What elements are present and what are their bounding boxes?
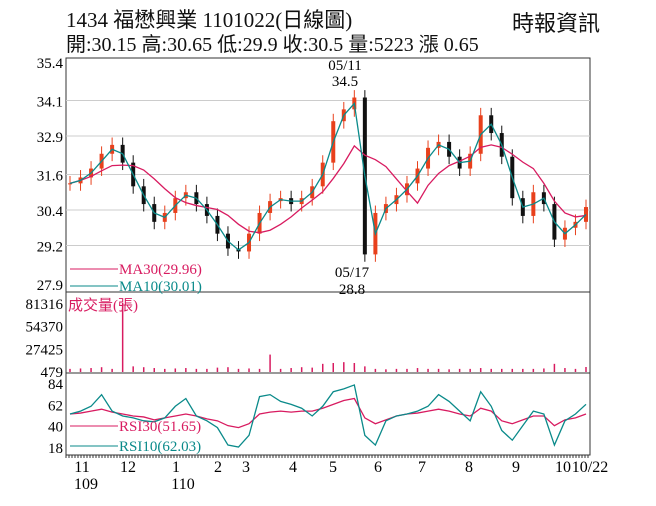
annotation-high-value: 34.5 [332,74,358,90]
chart-title: 1434 福懋興業 1101022(日線圖) [66,8,353,32]
month-label: 10 [555,459,571,476]
y-tick-label: 27.9 [37,278,63,294]
legend-ma30: MA30(29.96) [119,262,202,278]
y-tick-label: 31.6 [37,168,64,184]
rsi10-line [69,384,587,448]
volume-title: 成交量(張) [68,296,138,314]
year-label: 109 [74,476,98,493]
month-label: 12 [120,459,136,476]
month-label: 9 [512,459,520,476]
legend-ma10: MA10(30.01) [119,279,202,295]
month-label: 11 [74,459,89,476]
legend-rsi30: RSI30(51.65) [119,419,201,435]
plot-frame [65,57,591,456]
rsi-tick-label: 18 [48,441,63,457]
y-tick-label: 35.4 [37,56,64,72]
month-label: 4 [289,459,297,476]
year-label: 110 [171,476,194,493]
rsi-tick-label: 40 [48,420,63,436]
annotation-low-value: 28.8 [339,282,365,298]
annotation-high-date: 05/11 [328,58,362,74]
month-label: 2 [214,459,222,476]
month-label: 1 [172,459,180,476]
y-tick-label: 29.2 [37,240,63,256]
month-label: 6 [374,459,382,476]
month-label: 5 [329,459,337,476]
source-label: 時報資訊 [512,11,601,36]
ma30-line [69,144,587,234]
volume-tick-label: 479 [41,365,64,381]
month-label: 3 [242,459,250,476]
volume-tick-label: 54370 [26,320,64,336]
month-label: 10/22 [572,459,608,476]
candle-body [68,183,72,185]
volume-tick-label: 81316 [26,297,64,313]
month-label: 8 [465,459,473,476]
rsi-tick-label: 62 [48,398,63,414]
y-tick-label: 30.4 [37,204,64,220]
ma10-line [69,101,587,251]
rsi-tick-label: 84 [48,377,64,393]
quote-summary: 開:30.15 高:30.65 低:29.9 收:30.5 量:5223 漲 0… [66,34,479,56]
rsi30-line [69,397,587,429]
y-tick-label: 32.9 [37,130,63,146]
month-label: 7 [418,459,426,476]
volume-tick-label: 27425 [26,342,64,358]
annotation-low-date: 05/17 [335,265,370,281]
y-tick-label: 34.1 [37,94,63,110]
legend-rsi10: RSI10(62.03) [119,439,201,455]
